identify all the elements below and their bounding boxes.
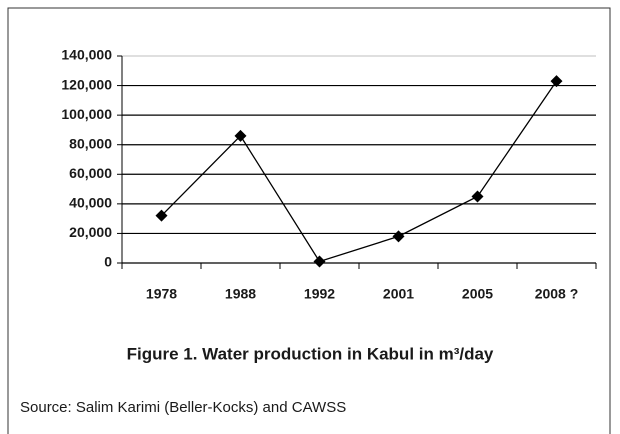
- data-point: [155, 209, 168, 222]
- chart-title: Figure 1. Water production in Kabul in m…: [127, 344, 494, 363]
- y-tick-label: 20,000: [69, 224, 112, 240]
- x-tick-label: 2005: [462, 286, 493, 302]
- x-tick-label: 1988: [225, 286, 256, 302]
- x-tick-label: 1978: [146, 286, 177, 302]
- data-point: [313, 255, 326, 268]
- data-point: [471, 190, 484, 203]
- source: Source: Salim Karimi (Beller-Kocks) and …: [20, 399, 346, 416]
- x-tick-label: 2001: [383, 286, 414, 302]
- data-point: [550, 75, 563, 88]
- x-tick-label: 1992: [304, 286, 335, 302]
- y-tick-label: 0: [104, 254, 112, 270]
- y-tick-label: 100,000: [61, 106, 112, 122]
- y-tick-label: 60,000: [69, 165, 112, 181]
- frame: [7, 7, 611, 434]
- y-tick-label: 140,000: [61, 47, 112, 63]
- y-tick-label: 80,000: [69, 135, 112, 151]
- y-tick-label: 120,000: [61, 76, 112, 92]
- x-tick-label: 2008 ?: [535, 286, 579, 302]
- data-point: [392, 230, 405, 243]
- series-line: [161, 80, 558, 263]
- data-point: [234, 129, 247, 142]
- y-tick-label: 40,000: [69, 195, 112, 211]
